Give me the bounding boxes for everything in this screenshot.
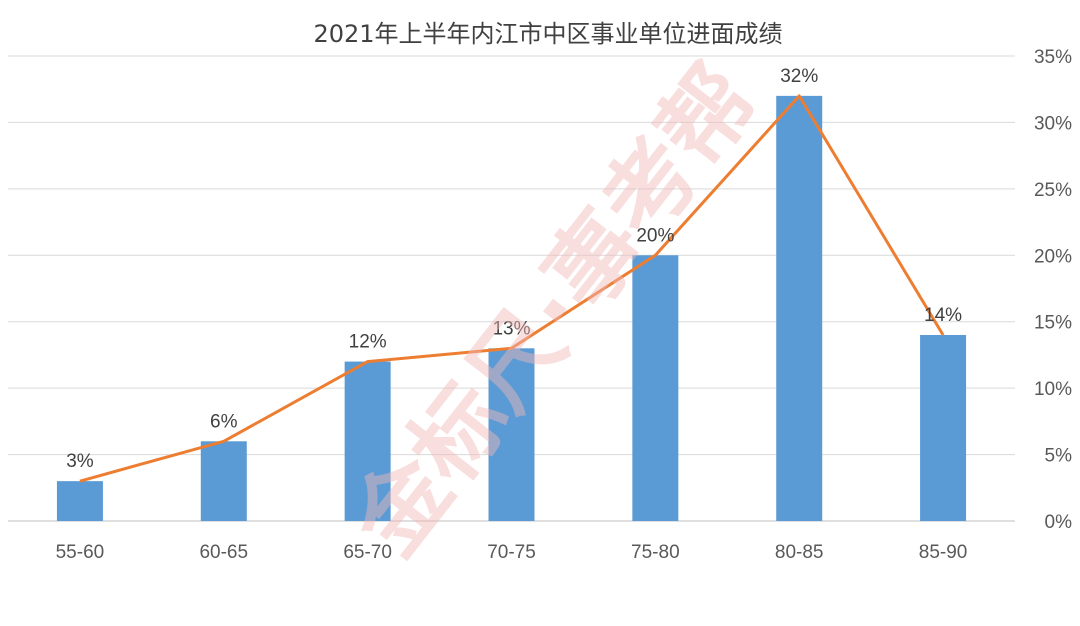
bar-55-60 bbox=[56, 481, 103, 521]
data-label-55-60: 3% bbox=[66, 451, 94, 472]
bar-60-65 bbox=[200, 441, 247, 521]
bar-65-70 bbox=[344, 361, 391, 521]
y-tick-label: 0% bbox=[1045, 512, 1073, 533]
y-tick-label: 35% bbox=[1034, 47, 1072, 68]
trend-line bbox=[79, 94, 945, 483]
y-tick-label: 10% bbox=[1034, 379, 1072, 400]
bar-75-80 bbox=[632, 255, 679, 522]
x-axis-tick-labels: 55-60 60-65 65-70 70-75 75-80 80-85 85-90 bbox=[56, 542, 968, 563]
x-tick-label: 80-85 bbox=[775, 542, 824, 563]
bar-70-75 bbox=[488, 348, 535, 521]
x-tick-label: 75-80 bbox=[631, 542, 680, 563]
data-labels: 3% 6% 12% 13% 20% 32% 14% bbox=[66, 66, 962, 472]
chart-title: 2021年上半年内江市中区事业单位进面成绩 bbox=[313, 20, 782, 48]
bar-series bbox=[56, 95, 967, 522]
x-tick-label: 70-75 bbox=[487, 542, 536, 563]
y-tick-label: 15% bbox=[1034, 313, 1072, 334]
y-tick-label: 30% bbox=[1034, 113, 1072, 134]
x-tick-label: 60-65 bbox=[199, 542, 248, 563]
data-label-65-70: 12% bbox=[349, 332, 387, 353]
line-series bbox=[79, 94, 945, 483]
data-label-70-75: 13% bbox=[492, 318, 530, 339]
bar-85-90 bbox=[920, 335, 967, 521]
x-tick-label: 55-60 bbox=[56, 542, 105, 563]
data-label-75-80: 20% bbox=[636, 225, 674, 246]
data-label-80-85: 32% bbox=[780, 66, 818, 87]
y-tick-label: 5% bbox=[1045, 446, 1073, 467]
x-tick-label: 65-70 bbox=[343, 542, 392, 563]
data-label-85-90: 14% bbox=[924, 305, 962, 326]
data-label-60-65: 6% bbox=[210, 411, 238, 432]
y-axis-tick-labels: 0% 5% 10% 15% 20% 25% 30% 35% bbox=[1034, 47, 1072, 533]
x-tick-label: 85-90 bbox=[919, 542, 968, 563]
y-tick-label: 25% bbox=[1034, 180, 1072, 201]
y-tick-label: 20% bbox=[1034, 246, 1072, 267]
bar-80-85 bbox=[776, 95, 823, 521]
